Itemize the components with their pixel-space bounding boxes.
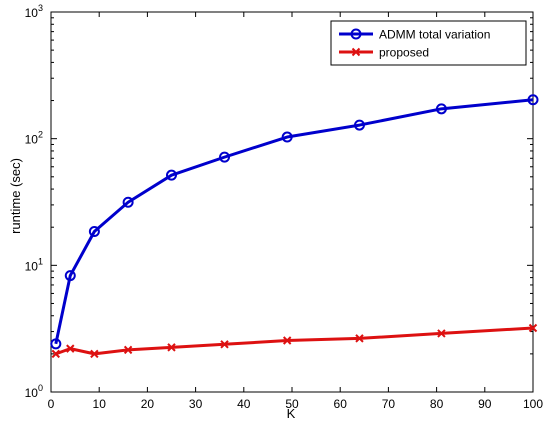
series-line [54,98,534,345]
data-point [220,340,229,349]
series-proposed [51,323,538,359]
x-tick-label: 60 [334,397,348,411]
data-point [355,334,364,343]
y-tick-label: 101 [25,256,43,273]
x-tick-label: 50 [285,397,299,411]
x-tick-label: 20 [141,397,155,411]
data-point [219,151,231,163]
legend-swatch-marker [351,47,361,57]
data-point [528,323,538,333]
legend: ADMM total variation proposed [330,20,527,66]
data-point [282,336,292,345]
data-point [435,103,447,115]
x-tick-label: 0 [48,397,55,411]
data-point [88,225,100,237]
data-point [166,169,177,181]
x-tick-label: 40 [237,397,251,411]
y-tick-label: 100 [25,383,43,400]
data-point [123,345,133,355]
data-point [527,94,539,106]
legend-label: ADMM total variation [379,28,490,42]
data-point [51,349,61,359]
data-point [50,338,62,350]
data-point [437,329,446,338]
data-point [66,344,75,353]
series-layer [50,94,539,359]
x-tick-label: 70 [382,397,396,411]
data-point [167,343,176,352]
y-tick-label-base: 10 [25,6,39,20]
y-tick-label: 103 [25,3,43,20]
y-tick-label-exponent: 0 [38,383,43,393]
y-tick-label-exponent: 1 [38,256,43,266]
data-point [281,131,293,143]
y-tick-label-base: 10 [25,386,39,400]
x-tick-label: 90 [478,397,492,411]
y-tick-label-base: 10 [25,133,39,147]
data-point [90,349,99,359]
y-tick-label-exponent: 2 [38,130,43,140]
data-point [64,270,76,282]
x-axis-label: K [287,406,296,421]
x-tick-label: 80 [430,397,444,411]
y-axis-label: runtime (sec) [8,158,23,234]
x-tick-label: 10 [93,397,107,411]
legend-swatch-marker [350,28,362,40]
x-tick-label: 100 [523,397,543,411]
y-tick-label: 102 [25,130,43,147]
x-tick-label: 30 [189,397,203,411]
data-point [122,196,134,208]
legend-box [330,20,527,66]
data-point [353,119,365,131]
y-tick-label-exponent: 3 [38,3,43,13]
series-line [55,326,534,356]
y-tick-label-base: 10 [25,259,39,273]
series-admm-total-variation [50,94,539,350]
legend-label: proposed [379,46,429,60]
